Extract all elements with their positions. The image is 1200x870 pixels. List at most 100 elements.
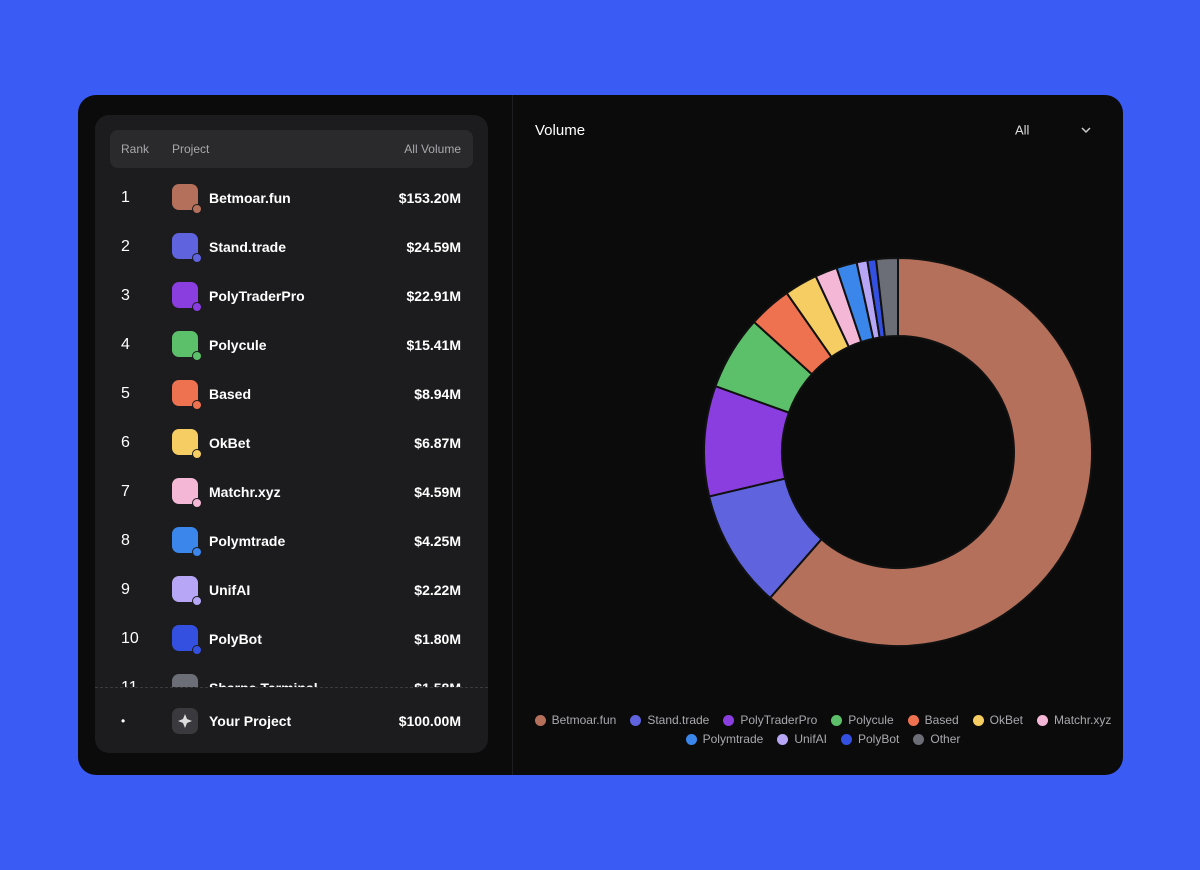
project-name: OkBet — [209, 434, 251, 451]
leaderboard: Rank Project All Volume 1 Betmoar.fun $153… — [95, 115, 488, 753]
legend-dot — [913, 733, 925, 745]
volume: $15.41M — [406, 336, 461, 353]
filter-dropdown[interactable]: All — [1015, 122, 1030, 137]
legend-dot — [972, 714, 984, 726]
legend-item[interactable]: Betmoar.fun — [534, 713, 617, 727]
legend-label: PolyBot — [858, 732, 900, 746]
rank: 11 — [121, 678, 138, 688]
legend-dot — [777, 733, 789, 745]
rank: 7 — [121, 482, 130, 500]
badge — [192, 449, 202, 459]
table-body: 1 Betmoar.fun $153.20M 2 Stand.trade $24.59M 3… — [95, 173, 488, 687]
table-row[interactable]: 4 Polycule $15.41M — [95, 320, 488, 369]
legend-dot — [841, 733, 852, 745]
table-row[interactable]: 2 Stand.trade $24.59M — [95, 222, 488, 271]
badge — [192, 547, 202, 557]
volume: $4.59M — [414, 483, 461, 500]
card: Rank Project All Volume 1 Betmoar.fun $153… — [78, 95, 1123, 775]
table-row[interactable]: 6 OkBet $6.87M — [95, 418, 488, 467]
table-row[interactable]: 7 Matchr.xyz $4.59M — [95, 467, 488, 516]
table-row[interactable]: 9 UnifAI $2.22M — [95, 565, 488, 614]
legend-label: Polycule — [848, 713, 894, 727]
table-row[interactable]: 3 PolyTraderPro $22.91M — [95, 271, 488, 320]
legend: Betmoar.fun Stand.trade PolyTraderPro Polyc… — [523, 713, 1123, 746]
volume: $22.91M — [406, 287, 461, 304]
legend-item[interactable]: Stand.trade — [630, 713, 709, 727]
table-row[interactable]: 11 Sharpe Terminal $1.58M — [95, 663, 488, 687]
legend-label: Matchr.xyz — [1054, 713, 1112, 727]
badge — [192, 400, 202, 410]
legend-item[interactable]: PolyBot — [841, 732, 899, 746]
legend-item[interactable]: Matchr.xyz — [1037, 713, 1111, 727]
project-name: UnifAI — [209, 581, 251, 598]
volume: $100.00M — [398, 713, 461, 729]
legend-dot — [831, 714, 843, 726]
legend-item[interactable]: Polymtrade — [685, 732, 763, 746]
badge — [192, 645, 202, 655]
rank: 6 — [121, 433, 130, 451]
volume: $1.80M — [414, 630, 461, 647]
legend-dot — [630, 714, 642, 726]
volume: $4.25M — [414, 532, 461, 549]
volume: $2.22M — [414, 581, 461, 598]
project-name: PolyBot — [209, 630, 262, 647]
chevron[interactable] — [1081, 127, 1091, 134]
legend-label: PolyTraderPro — [740, 713, 818, 727]
rank: • — [121, 714, 126, 728]
legend-label: Based — [924, 713, 959, 727]
legend-item[interactable]: PolyTraderPro — [723, 713, 817, 727]
rank: 3 — [121, 286, 130, 304]
sparkle — [178, 714, 192, 728]
legend-dot — [534, 714, 546, 726]
legend-dot — [723, 714, 735, 726]
project-name: Matchr.xyz — [209, 483, 281, 500]
project-name: Polycule — [209, 336, 267, 353]
legend-label: Stand.trade — [647, 713, 710, 727]
project-name: Sharpe Terminal — [209, 680, 318, 688]
table-row[interactable]: 5 Based $8.94M — [95, 369, 488, 418]
badge — [192, 204, 202, 214]
chart: Volume All — [535, 122, 1093, 647]
rank: 10 — [121, 629, 139, 647]
slice — [768, 256, 1093, 647]
project-name: Polymtrade — [209, 532, 286, 549]
legend-label: UnifAI — [794, 732, 827, 746]
badge — [192, 302, 202, 312]
legend-label: Betmoar.fun — [551, 713, 617, 727]
your-project-row[interactable]: • Your Project $100.00M — [95, 687, 488, 753]
legend-item[interactable]: Based — [907, 713, 959, 727]
legend-item[interactable]: Other — [913, 732, 960, 746]
header-cell: Project — [172, 142, 210, 156]
volume: $24.59M — [406, 238, 461, 255]
project-name: PolyTraderPro — [209, 287, 305, 304]
volume: $6.87M — [414, 434, 461, 451]
table-row[interactable]: 1 Betmoar.fun $153.20M — [95, 173, 488, 222]
badge — [192, 596, 202, 606]
header-cell: Rank — [121, 142, 150, 156]
legend-item[interactable]: OkBet — [972, 713, 1023, 727]
header-cell: All Volume — [404, 142, 461, 156]
legend-dot — [1037, 714, 1049, 726]
volume: $1.58M — [414, 680, 461, 688]
rank: 2 — [121, 237, 130, 255]
volume: $153.20M — [398, 189, 461, 206]
legend-dot — [907, 714, 919, 726]
divider — [512, 95, 513, 775]
rank: 1 — [121, 188, 130, 206]
table-header: Rank Project All Volume — [110, 130, 473, 168]
rank: 8 — [121, 531, 130, 549]
table-row[interactable]: 8 Polymtrade $4.25M — [95, 516, 488, 565]
donut — [703, 256, 1093, 647]
badge — [192, 498, 202, 508]
badge — [192, 253, 202, 263]
icon — [172, 708, 198, 734]
legend-item[interactable]: Polycule — [831, 713, 894, 727]
volume: $8.94M — [414, 385, 461, 402]
project-name: Based — [209, 385, 252, 402]
legend-item[interactable]: UnifAI — [777, 732, 827, 746]
chart-title: Volume — [535, 122, 585, 139]
rank: 5 — [121, 384, 130, 402]
legend-label: Other — [930, 732, 961, 746]
table-row[interactable]: 10 PolyBot $1.80M — [95, 614, 488, 663]
